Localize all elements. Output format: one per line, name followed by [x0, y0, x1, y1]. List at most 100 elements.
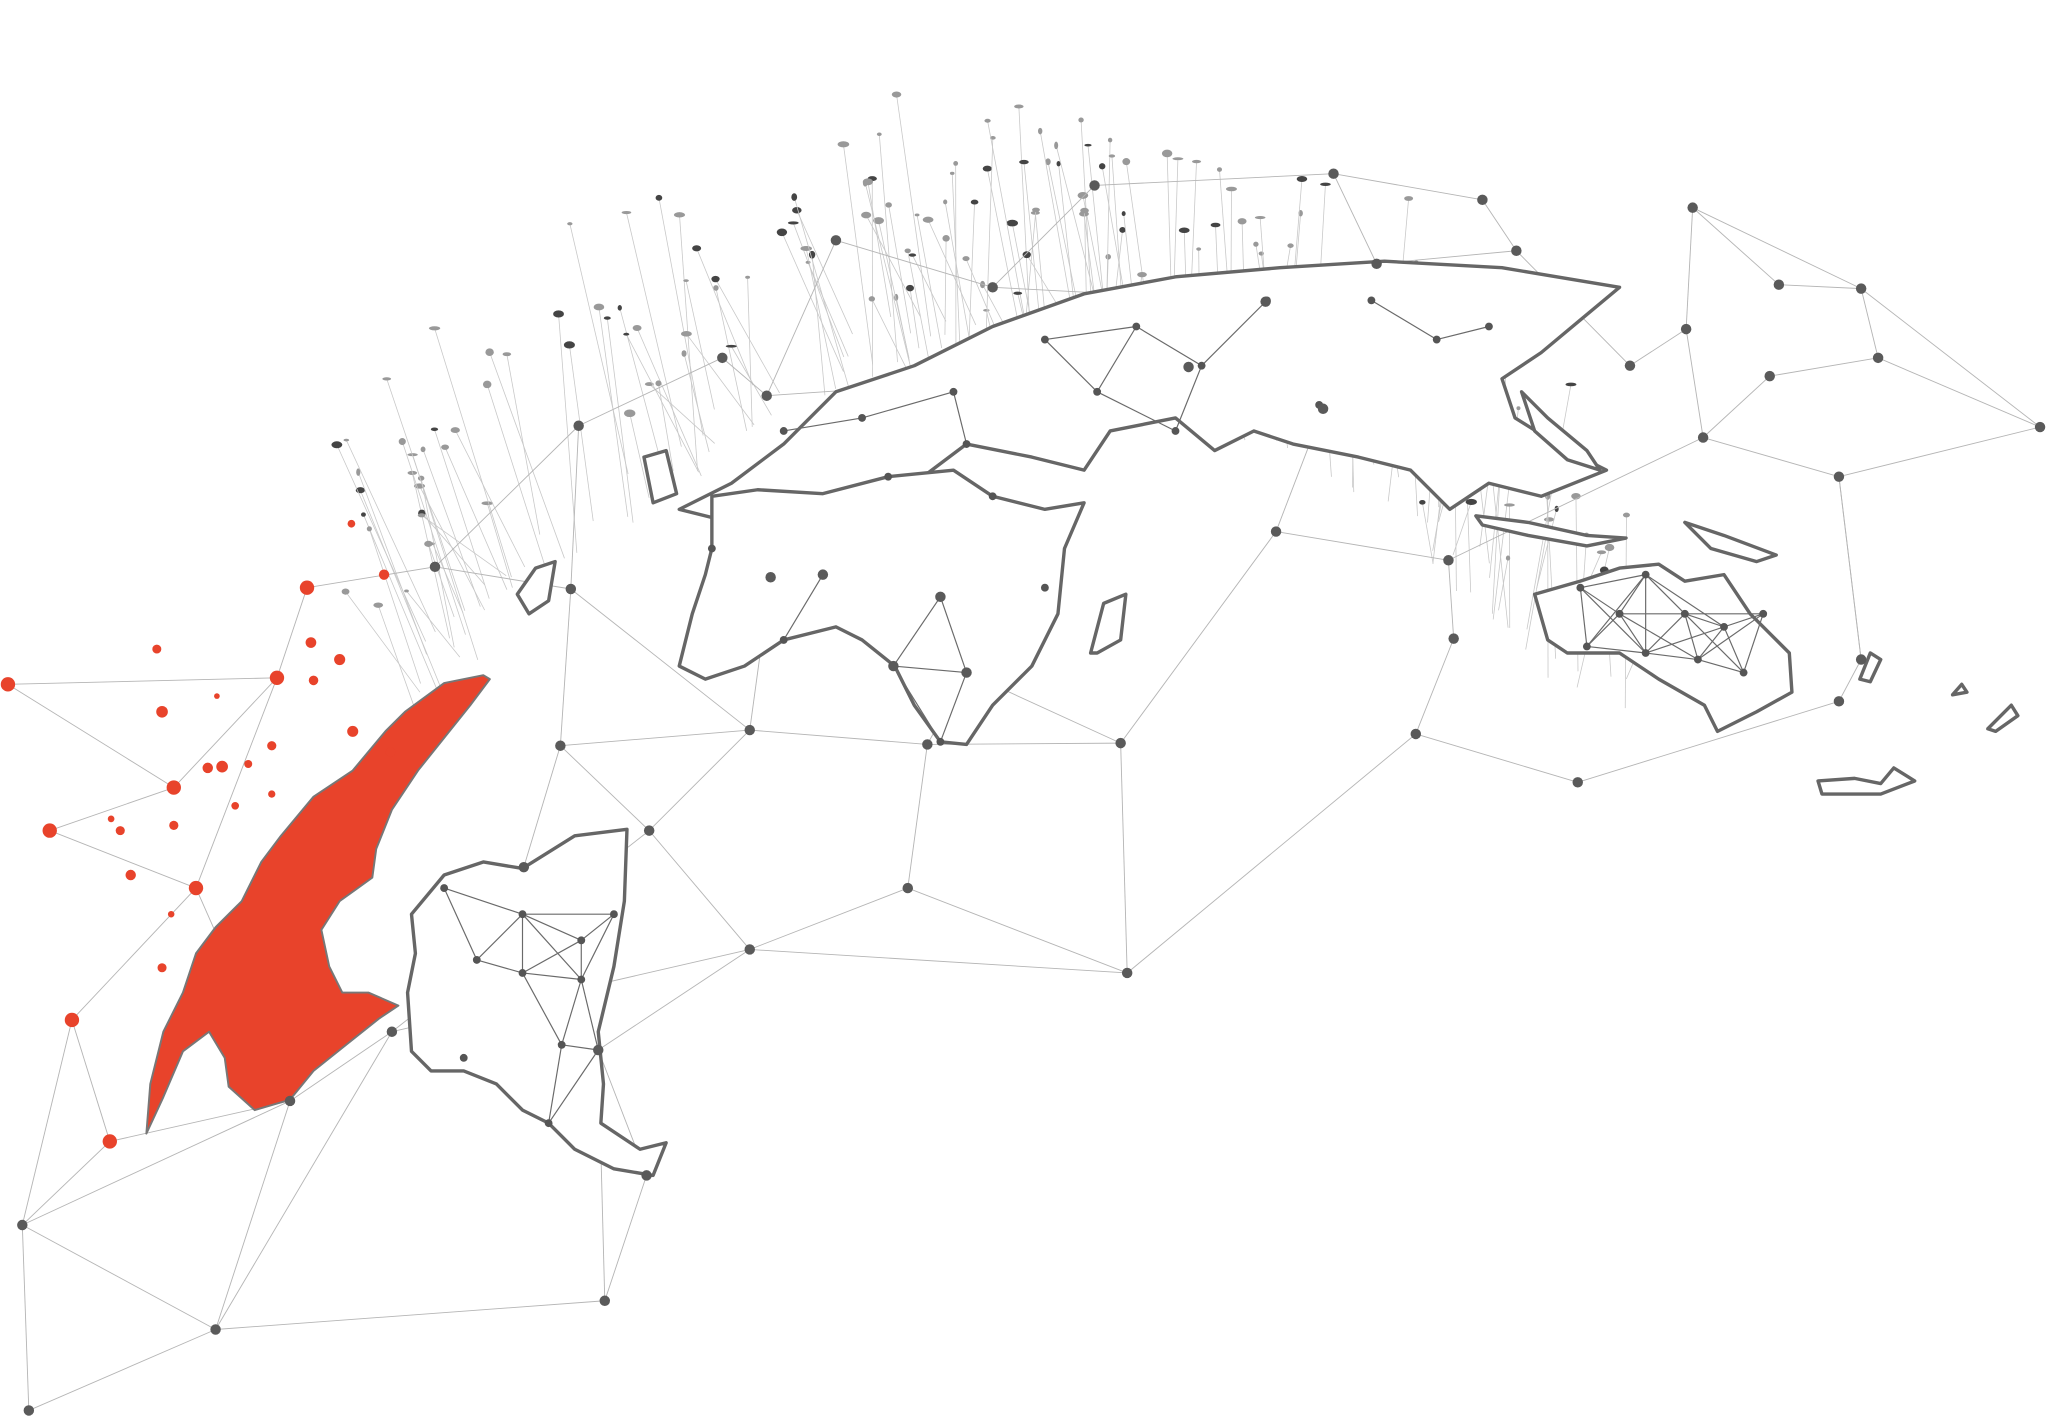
mesh-node: [884, 472, 893, 481]
red-node: [268, 790, 276, 798]
spike: [619, 307, 659, 454]
network-edge: [597, 949, 750, 1051]
network-node: [744, 944, 755, 955]
mesh-edge: [939, 672, 968, 743]
mesh-edge: [1697, 658, 1744, 674]
network-edge: [722, 357, 768, 397]
spike: [434, 328, 512, 578]
red-node: [269, 670, 285, 685]
mesh-edge: [1684, 613, 1745, 674]
madagascar: [1088, 592, 1128, 655]
mesh-node: [779, 427, 788, 435]
network-edge: [21, 1225, 30, 1411]
spike-dot: [1078, 117, 1084, 123]
spike: [715, 287, 748, 431]
network-node: [1371, 258, 1382, 270]
mesh-node: [949, 387, 958, 396]
network-edge: [28, 1329, 216, 1411]
spike-dot: [787, 221, 799, 225]
spike: [558, 313, 578, 553]
spike-dot: [420, 446, 426, 453]
spike: [927, 219, 977, 326]
spike-dot: [1098, 163, 1106, 170]
spike-dot: [673, 212, 686, 218]
spike-dot: [343, 438, 350, 442]
mesh-edge: [561, 979, 582, 1045]
spike: [796, 210, 853, 335]
network-node: [1833, 471, 1845, 482]
greenland: [515, 559, 557, 616]
spike: [606, 318, 634, 523]
mesh-edge: [1371, 299, 1437, 341]
network-node: [1089, 180, 1100, 191]
spike: [345, 591, 421, 693]
network-edge: [749, 887, 908, 950]
spike-dot: [1404, 196, 1414, 201]
network-edge: [22, 1224, 216, 1330]
spike: [843, 144, 874, 365]
spike-dot: [904, 248, 911, 254]
network-node: [1328, 168, 1339, 179]
spike-dot: [1137, 271, 1147, 278]
spike-dot: [1119, 226, 1126, 233]
mesh-edge: [893, 665, 967, 674]
network-edge: [1778, 284, 1862, 290]
mesh-node: [1739, 668, 1748, 677]
spike-dot: [949, 171, 955, 175]
mesh-node: [1641, 570, 1650, 579]
spike-dot: [1178, 227, 1190, 234]
network-edge: [1685, 207, 1694, 330]
mesh-edge: [580, 913, 615, 941]
spike-dot: [681, 350, 687, 357]
network-node: [1764, 370, 1775, 382]
network-node: [717, 352, 728, 364]
network-node: [593, 1044, 604, 1056]
spike-dot: [382, 377, 392, 381]
network-edge: [289, 1031, 393, 1102]
spike: [626, 212, 682, 447]
spike-dot: [450, 427, 460, 434]
spike-dot: [922, 216, 934, 223]
network-node: [935, 591, 946, 603]
spike-dot: [791, 193, 798, 201]
red-node: [102, 1134, 117, 1149]
mesh-edge: [1201, 299, 1268, 367]
spike-dot: [1084, 143, 1092, 147]
red-node: [166, 780, 181, 795]
mesh-edge: [476, 913, 523, 961]
mesh-node: [1615, 609, 1624, 618]
network-node: [1833, 696, 1845, 707]
spike-dot: [692, 245, 702, 252]
network-edge: [215, 1031, 393, 1330]
network-node: [1855, 283, 1867, 294]
network-edge: [1629, 328, 1687, 367]
network-node: [1572, 777, 1583, 788]
spike: [489, 352, 565, 559]
spike-dot: [404, 589, 409, 593]
continent-layer: [145, 259, 2020, 1178]
network-edge: [1860, 288, 1879, 358]
spike-dot: [366, 526, 372, 532]
spike: [730, 346, 772, 416]
mesh-node: [1171, 427, 1180, 435]
network-edge: [1415, 638, 1455, 735]
red-node: [202, 762, 214, 774]
mesh-node: [1759, 609, 1768, 618]
network-edge: [648, 729, 751, 831]
mesh-node: [858, 413, 866, 422]
mesh-node: [1576, 583, 1585, 592]
network-edge: [306, 566, 436, 589]
spike-dot: [1172, 157, 1184, 161]
mesh-edge: [1174, 365, 1203, 432]
spike-dot: [1032, 207, 1040, 213]
spike-dot: [623, 332, 630, 336]
spike: [747, 277, 753, 427]
spike-dot: [885, 202, 892, 208]
network-node: [210, 1324, 221, 1335]
network-node: [17, 1219, 28, 1231]
red-node: [157, 963, 167, 973]
mesh-node: [459, 1053, 468, 1062]
network-node: [641, 1170, 652, 1181]
mesh-edge: [1044, 325, 1137, 341]
